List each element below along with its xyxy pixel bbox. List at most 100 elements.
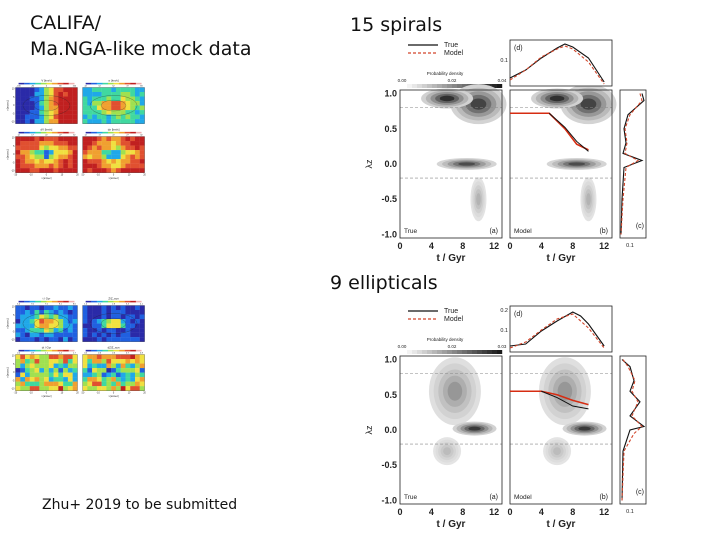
population-map-panel-2-bin [106, 310, 112, 315]
kinematic-map-panel-4-bin [139, 145, 145, 151]
population-map-panel-2-colorbar-tick: 2.1 [98, 304, 102, 306]
kinematic-map-panel-3-bin [44, 150, 49, 155]
kinematic-map-panel-2-colorbar-cell [130, 82, 136, 85]
population-map-panel-4-bin [130, 377, 136, 382]
kinematic-map-panel-3-bin [34, 150, 40, 155]
population-map-panel-4-bin [101, 386, 107, 391]
population-map-panel-4-bin [101, 363, 107, 369]
population-map-panel-2-colorbar-cell [124, 300, 131, 303]
kinematic-map-panel-2-bin [87, 92, 93, 97]
kinematic-map-panel-2-bin [134, 119, 140, 124]
kinematic-map-panel-4-bin [115, 136, 121, 142]
population-map-panel-3-bin [39, 377, 45, 382]
population-map-panel-4-bin [111, 368, 117, 373]
population-map-panel-4-bin [130, 386, 136, 391]
kinematic-map-panel-1-bin [20, 119, 26, 124]
kinematic-map-panel-1-bin [48, 110, 54, 115]
population-map-panel-3-bin [25, 354, 30, 360]
population-map-panel-3-colorbar-tick: 1.1 [45, 353, 49, 355]
population-map-panel-2-bin [111, 305, 117, 311]
kinematic-map-panel-3-bin [15, 154, 21, 160]
ellipticals-panel-frame [509, 355, 613, 505]
kinematic-map-panel-2-bin [111, 96, 117, 102]
population-map-panel-2-bin [115, 323, 121, 329]
population-map-panel-3-bin [53, 359, 59, 364]
population-map-panel-1-bin [34, 323, 40, 329]
kinematic-map-panel-3-colorbar [18, 131, 75, 134]
population-map-panel-2-bin [130, 328, 136, 333]
kinematic-map-panel-2-bin [139, 119, 145, 124]
population-map-panel-3-title: dt / Gyr [42, 345, 51, 349]
population-map-panel-1-bin [39, 305, 45, 311]
kinematic-map-panel-2-bin [82, 101, 88, 106]
kinematic-map-panel-4-bin [125, 136, 131, 142]
population-map-panel-1-bin [58, 332, 64, 338]
kinematic-map-panel-3-colorbar-tick: 17 [31, 135, 34, 137]
kinematic-map-panel-1-bin [39, 110, 45, 115]
kinematic-map-panel-1-bin [48, 87, 54, 93]
kinematic-map-panel-2-colorbar-tick: 62 [112, 86, 115, 88]
kinematic-map-panel-2-bin [115, 114, 121, 120]
kinematic-map-panel-3-bin [53, 136, 59, 142]
population-map-ytick: 5 [13, 364, 15, 366]
spirals-c-label: (c) [636, 223, 644, 230]
kinematic-map-ytick: 5 [13, 146, 15, 148]
population-map-panel-2-bin [82, 314, 88, 320]
population-map-panel-3-colorbar-tick: 0.9 [31, 353, 35, 355]
kinematic-map-panel-1-colorbar-cell [18, 82, 25, 85]
kinematic-map-panel-3-bin [29, 168, 35, 173]
kinematic-map-panel-3-colorbar-cell [29, 131, 36, 134]
kinematic-map-panel-4-colorbar-cell [91, 131, 97, 134]
kinematic-map-panel-1-bin [15, 105, 21, 111]
population-map-panel-4-colorbar-tick: 0.6 [112, 353, 116, 355]
population-map-panel-2-bin [87, 305, 93, 311]
population-map-panel-3-bin [48, 359, 54, 364]
population-map-panel-3-bins [15, 354, 78, 391]
population-map-panel-3-bin [34, 359, 40, 364]
population-map-panel-1-bin [15, 332, 21, 338]
kinematic-map-panel-3-bin [63, 141, 69, 146]
population-map-panel-3-bin [53, 377, 59, 382]
population-map-panel-3-bin [58, 363, 64, 369]
population-map-panel-3-bin [15, 381, 21, 387]
population-map-panel-2-bin [120, 314, 126, 320]
kinematic-map-panel-1-colorbar-tick: 160 [73, 86, 77, 88]
kinematic-map-panel-1-bin [44, 87, 49, 93]
population-map-panel-3-bin [72, 386, 78, 391]
ellipticals-xtick: 8 [460, 507, 465, 517]
population-map-ylabel: y [arcsec] [7, 318, 9, 328]
kinematic-map-panel-3-bin [15, 150, 21, 155]
kinematic-map-panel-3-bin [72, 159, 78, 164]
kinematic-map-panel-2-bin [92, 92, 98, 97]
kinematic-map-panel-3-bin [34, 163, 40, 169]
population-map-panel-2-bin [87, 314, 93, 320]
population-map-panel-3-colorbar-cell [35, 349, 42, 352]
population-map-panel-1-bin [34, 328, 40, 333]
population-map-panel-2-bins [82, 305, 145, 342]
population-map-panel-2-bin [82, 310, 88, 315]
kinematic-map-ytick: -5 [12, 113, 15, 115]
ellipticals-ylabel: λz [364, 425, 374, 435]
population-map-panel-1-colorbar-tick: 6.4 [17, 304, 21, 306]
kinematic-map-panel-4-bin [139, 168, 145, 173]
spirals-d-label: (d) [514, 45, 523, 52]
ellipticals-prob-colorbar [402, 350, 503, 354]
population-map-panel-1-bin [25, 337, 30, 342]
population-map-panel-4-bin [130, 381, 136, 387]
population-map-panel-1-bin [15, 305, 21, 311]
kinematic-map-panel-1-colorbar-tick: 80 [59, 86, 62, 88]
ellipticals-panel-c-frame [619, 355, 647, 505]
ellipticals-prob-tick: 0.03 [498, 344, 507, 349]
population-map-panel-1-bin [44, 310, 49, 315]
spirals-prob-colorbar-cell [452, 84, 458, 88]
population-map-panel-4-bin [134, 359, 140, 364]
population-map-panel-4-bin [134, 368, 140, 373]
kinematic-map-panel-4-bin [134, 150, 140, 155]
population-map-panel-1-bin [29, 319, 35, 324]
population-map-panel-4-bin [106, 359, 112, 364]
kinematic-map-panel-2-bin [115, 110, 121, 115]
population-map-xtick: 10 [128, 393, 131, 395]
population-map-panel-3-bin [29, 381, 35, 387]
